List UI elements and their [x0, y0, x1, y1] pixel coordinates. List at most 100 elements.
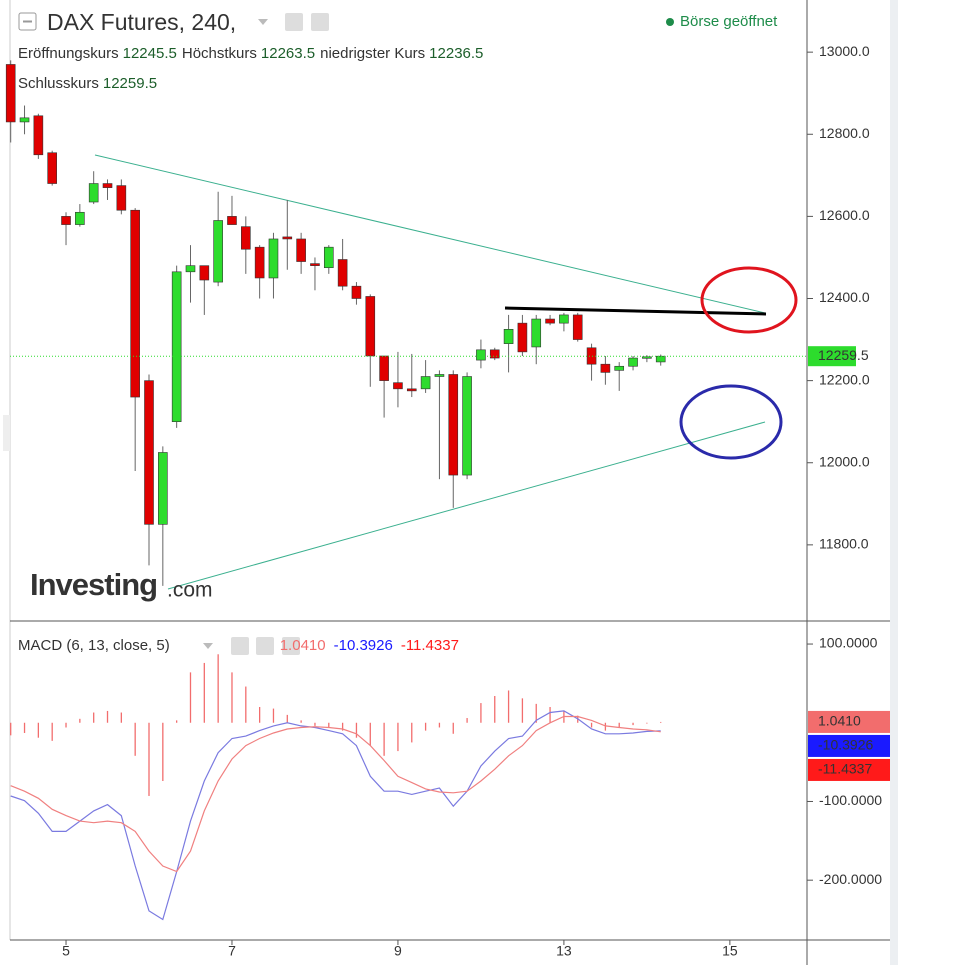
candle-body — [88, 183, 99, 203]
macd-settings-icon[interactable] — [256, 637, 274, 655]
candle-body — [61, 216, 71, 225]
candle-body — [323, 246, 334, 269]
candle-body — [600, 363, 611, 373]
candle-body — [310, 263, 320, 266]
watermark-brand: Investing — [30, 567, 157, 602]
x-tick-label: 9 — [394, 943, 402, 959]
y-tick-label: -100.0000 — [819, 792, 882, 808]
candle-body — [559, 314, 569, 324]
candle-body — [296, 238, 306, 262]
candle-body — [476, 349, 486, 361]
candle-body — [393, 382, 403, 390]
value-box — [808, 734, 890, 757]
candle-body — [462, 376, 472, 476]
candle-body — [241, 226, 251, 250]
macd-eye-icon[interactable] — [231, 637, 249, 655]
macd-value: 1.0410 — [279, 637, 326, 654]
close-value: 12259.5 — [102, 75, 158, 92]
candle-body — [254, 246, 265, 279]
candle-body — [379, 355, 389, 381]
candle-body — [545, 318, 555, 324]
macd-dropdown[interactable] — [203, 643, 213, 649]
candle-body — [420, 376, 431, 390]
candle-body — [517, 322, 528, 353]
candle-body — [19, 117, 30, 123]
value-box — [808, 758, 890, 781]
y-tick-label: 13000.0 — [819, 43, 870, 59]
candle-body — [102, 183, 113, 188]
candle-body — [185, 265, 196, 273]
macd-title: MACD (6, 13, close, 5) — [18, 637, 170, 654]
candle-body — [586, 347, 597, 365]
last-price-label: 12259.5 — [818, 347, 869, 363]
value-box-label: -11.4337 — [818, 761, 872, 777]
y-tick-label: 12000.0 — [819, 453, 870, 469]
macd-header: MACD (6, 13, close, 5) 1.0410 -10.3926 -11.… — [18, 637, 467, 654]
macd-line — [10, 710, 661, 921]
close-row: Schlusskurs 12259.5 — [18, 75, 162, 92]
candle-body — [116, 185, 127, 211]
dropdown-icon[interactable] — [258, 19, 268, 25]
candle-body — [351, 285, 362, 299]
collapse-icon[interactable] — [18, 12, 37, 31]
candle-body — [282, 236, 293, 240]
resistance-line — [504, 306, 767, 316]
y-tick-label: 12800.0 — [819, 125, 870, 141]
candle-body — [531, 318, 542, 348]
macd-line — [10, 715, 661, 873]
x-tick-label: 13 — [556, 943, 572, 959]
candle-body — [130, 209, 140, 398]
upper-trendline — [94, 154, 766, 314]
x-tick-label: 7 — [228, 943, 236, 959]
y-tick-label: 12600.0 — [819, 207, 870, 223]
candle-body — [628, 357, 638, 367]
macd-values: 1.0410 -10.3926 -11.4337 — [280, 637, 467, 654]
chart-title: DAX Futures, 240, — [47, 9, 237, 35]
market-status: Börse geöffnet — [680, 13, 778, 30]
candle-body — [337, 259, 348, 287]
macd-close-icon[interactable] — [282, 637, 300, 655]
open-label: Eröffnungskurs — [18, 45, 119, 62]
y-tick-label: -200.0000 — [819, 871, 882, 887]
x-tick-label: 5 — [62, 943, 70, 959]
scrollbar-strip — [890, 0, 898, 965]
candle-body — [434, 374, 445, 377]
candle-body — [33, 115, 44, 156]
candle-body — [448, 374, 459, 476]
candle-body — [268, 238, 279, 279]
last-price-box — [808, 346, 856, 367]
candle-body — [227, 216, 237, 225]
candle-body — [75, 211, 85, 225]
value-box-label: 1.0410 — [818, 713, 861, 729]
candle-body — [406, 388, 417, 392]
y-tick-label: 100.0000 — [819, 635, 878, 651]
candle-body — [572, 314, 583, 340]
candle-body — [199, 265, 210, 281]
y-tick-label: 11800.0 — [819, 536, 869, 552]
side-handle[interactable] — [3, 415, 10, 451]
eye-icon[interactable] — [285, 13, 303, 31]
y-tick-label: 12200.0 — [819, 371, 870, 387]
close-label: Schlusskurs — [18, 75, 99, 92]
red-circle — [700, 266, 798, 334]
lower-trendline — [167, 421, 766, 590]
candle-body — [489, 349, 500, 359]
candle-body — [158, 452, 168, 525]
high-label: Höchstkurs — [181, 45, 257, 62]
open-value: 12245.5 — [122, 45, 177, 62]
macd-value: -10.3926 — [333, 637, 393, 654]
candle-body — [655, 355, 666, 363]
candle-body — [213, 220, 223, 283]
y-tick-label: 12400.0 — [819, 289, 870, 305]
watermark-suffix: .com — [167, 579, 213, 602]
value-box — [808, 710, 890, 733]
macd-value: -11.4337 — [400, 637, 459, 654]
candle-body — [47, 152, 57, 184]
low-value: 12236.5 — [429, 45, 484, 62]
candle-body — [614, 365, 625, 371]
settings-icon[interactable] — [311, 13, 329, 31]
candle-body — [5, 64, 16, 123]
x-tick-label: 15 — [722, 943, 738, 959]
